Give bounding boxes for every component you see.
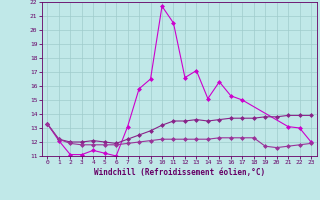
X-axis label: Windchill (Refroidissement éolien,°C): Windchill (Refroidissement éolien,°C) [94,168,265,177]
